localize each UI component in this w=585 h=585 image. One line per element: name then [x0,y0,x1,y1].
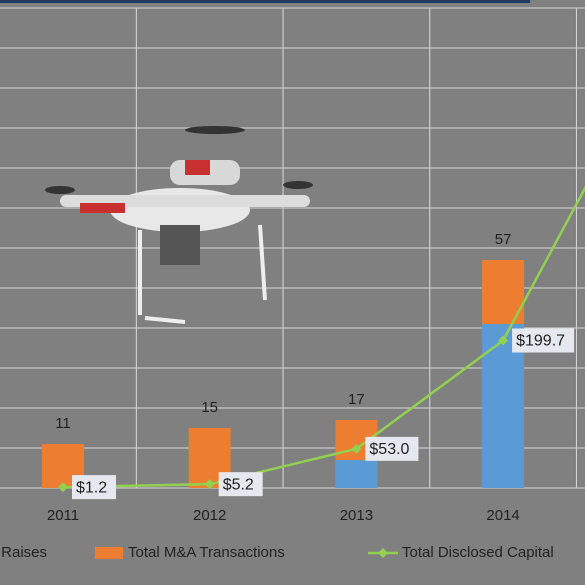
total-label: 57 [495,231,512,248]
bar [335,460,378,488]
top-border [0,0,530,3]
legend-label: Total Disclosed Capital [402,544,554,561]
data-label-box [365,436,419,461]
total-label: 11 [55,415,71,432]
data-label-box [218,472,263,497]
total-label: 17 [348,391,365,408]
line-marker [58,482,68,493]
data-label-box [512,328,575,353]
x-tick-label: 2012 [193,507,226,524]
data-label: $199.7 [516,333,565,350]
line-marker [498,335,509,346]
total-label: 15 [201,399,218,416]
data-label-box [72,475,116,500]
legend-label: Total M&A Transactions [128,544,285,561]
drone-image [45,126,313,324]
x-tick-label: 2013 [340,507,373,524]
x-tick-label: 2014 [486,507,519,524]
line-marker [351,443,362,454]
data-label: $53.0 [369,441,409,458]
line-marker [204,479,215,490]
data-label: $1.2 [76,479,107,496]
data-label: $5.2 [223,476,254,493]
x-tick-label: 2011 [47,507,79,524]
legend-label: Raises [1,544,47,561]
legend-swatch [95,547,123,559]
legend-marker [378,548,388,558]
